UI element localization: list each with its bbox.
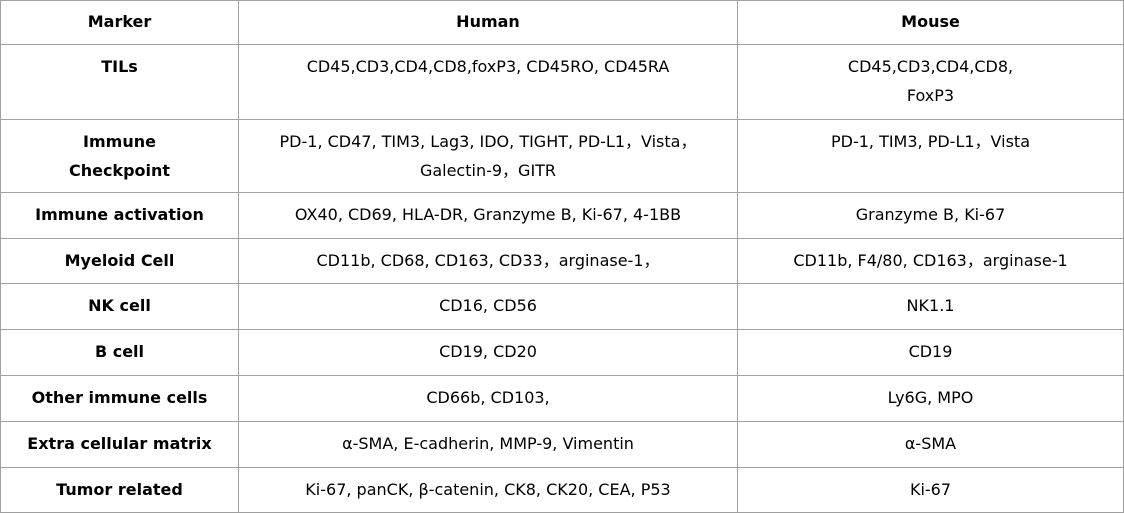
cell-text: Other immune cells xyxy=(31,388,208,407)
marker-list-cell: Ly6G, MPO xyxy=(737,375,1124,422)
marker-list-cell: CD66b, CD103, xyxy=(238,375,738,422)
cell-text: CD45,CD3,CD4,CD8, xyxy=(847,57,1014,76)
marker-list-cell: CD19 xyxy=(737,329,1124,376)
marker-list-cell: CD19, CD20 xyxy=(238,329,738,376)
cell-text: B cell xyxy=(94,342,145,361)
table-row: NK cell CD16, CD56 NK1.1 xyxy=(0,283,1124,330)
cell-text: CD11b, CD68, CD163, CD33，arginase-1， xyxy=(316,251,660,270)
cell-text: α-SMA, E-cadherin, MMP-9, Vimentin xyxy=(342,434,634,453)
marker-cell: Other immune cells xyxy=(0,375,239,422)
header-cell: Marker xyxy=(0,0,239,45)
marker-cell: Immune Checkpoint xyxy=(0,119,239,193)
cell-text: Immune xyxy=(83,132,156,151)
cell-text: CD19, CD20 xyxy=(439,342,537,361)
cell-text: CD19 xyxy=(908,342,953,361)
table-row: B cell CD19, CD20 CD19 xyxy=(0,329,1124,376)
cell-text: CD66b, CD103, xyxy=(426,388,550,407)
cell-text: CD45,CD3,CD4,CD8,foxP3, CD45RO, CD45RA xyxy=(306,57,670,76)
marker-cell: Tumor related xyxy=(0,467,239,513)
cell-text: CD11b, F4/80, CD163，arginase-1 xyxy=(793,251,1068,270)
table-row: Other immune cells CD66b, CD103, Ly6G, MPO xyxy=(0,375,1124,422)
cell-text: α-SMA xyxy=(904,434,957,453)
header-cell: Mouse xyxy=(737,0,1124,45)
marker-cell: Myeloid Cell xyxy=(0,238,239,284)
table-row: Immune Checkpoint PD-1, CD47, TIM3, Lag3, … xyxy=(0,119,1124,193)
marker-list-cell: PD-1, TIM3, PD-L1，Vista xyxy=(737,119,1124,193)
table-row: TILs CD45,CD3,CD4,CD8,foxP3, CD45RO, CD45… xyxy=(0,44,1124,120)
cell-text: Checkpoint xyxy=(68,161,171,180)
marker-cell: TILs xyxy=(0,44,239,120)
cell-text: Granzyme B, Ki-67 xyxy=(855,205,1006,224)
cell-text: TILs xyxy=(101,57,138,76)
cell-text: Ki-67, panCK, β-catenin, CK8, CK20, CEA,… xyxy=(305,480,671,499)
cell-text: Ly6G, MPO xyxy=(887,388,974,407)
marker-list-cell: CD45,CD3,CD4,CD8,foxP3, CD45RO, CD45RA xyxy=(238,44,738,120)
marker-list-cell: Ki-67 xyxy=(737,467,1124,513)
cell-text: Ki-67 xyxy=(909,480,952,499)
marker-list-cell: CD45,CD3,CD4,CD8, FoxP3 xyxy=(737,44,1124,120)
table-row: Immune activation OX40, CD69, HLA-DR, Gra… xyxy=(0,192,1124,239)
table-row: Myeloid Cell CD11b, CD68, CD163, CD33，arg… xyxy=(0,238,1124,284)
marker-list-cell: NK1.1 xyxy=(737,283,1124,330)
cell-text: OX40, CD69, HLA-DR, Granzyme B, Ki-67, 4… xyxy=(294,205,682,224)
cell-text: CD16, CD56 xyxy=(439,296,537,315)
marker-list-cell: CD16, CD56 xyxy=(238,283,738,330)
marker-list-cell: CD11b, CD68, CD163, CD33，arginase-1， xyxy=(238,238,738,284)
marker-list-cell: PD-1, CD47, TIM3, Lag3, IDO, TIGHT, PD-L… xyxy=(238,119,738,193)
header-row: Marker Human Mouse xyxy=(0,0,1124,45)
table-row: Extra cellular matrix α-SMA, E-cadherin, … xyxy=(0,421,1124,468)
marker-list-cell: OX40, CD69, HLA-DR, Granzyme B, Ki-67, 4… xyxy=(238,192,738,239)
marker-cell: NK cell xyxy=(0,283,239,330)
marker-list-cell: Ki-67, panCK, β-catenin, CK8, CK20, CEA,… xyxy=(238,467,738,513)
marker-list-cell: Granzyme B, Ki-67 xyxy=(737,192,1124,239)
marker-cell: Immune activation xyxy=(0,192,239,239)
marker-cell: Extra cellular matrix xyxy=(0,421,239,468)
marker-list-cell: α-SMA xyxy=(737,421,1124,468)
cell-text: Immune activation xyxy=(35,205,204,224)
cell-text: Galectin-9，GITR xyxy=(419,161,557,180)
cell-text: PD-1, TIM3, PD-L1，Vista xyxy=(830,132,1031,151)
cell-text: NK cell xyxy=(88,296,151,315)
cell-text: PD-1, CD47, TIM3, Lag3, IDO, TIGHT, PD-L… xyxy=(279,132,697,151)
marker-list-cell: CD11b, F4/80, CD163，arginase-1 xyxy=(737,238,1124,284)
cell-text: Tumor related xyxy=(56,480,183,499)
cell-text: FoxP3 xyxy=(906,86,955,105)
header-cell: Human xyxy=(238,0,738,45)
marker-cell: B cell xyxy=(0,329,239,376)
cell-text: Myeloid Cell xyxy=(64,251,175,270)
cell-text: NK1.1 xyxy=(906,296,955,315)
cell-text: Extra cellular matrix xyxy=(27,434,212,453)
table-row: Tumor related Ki-67, panCK, β-catenin, CK… xyxy=(0,467,1124,513)
marker-list-cell: α-SMA, E-cadherin, MMP-9, Vimentin xyxy=(238,421,738,468)
